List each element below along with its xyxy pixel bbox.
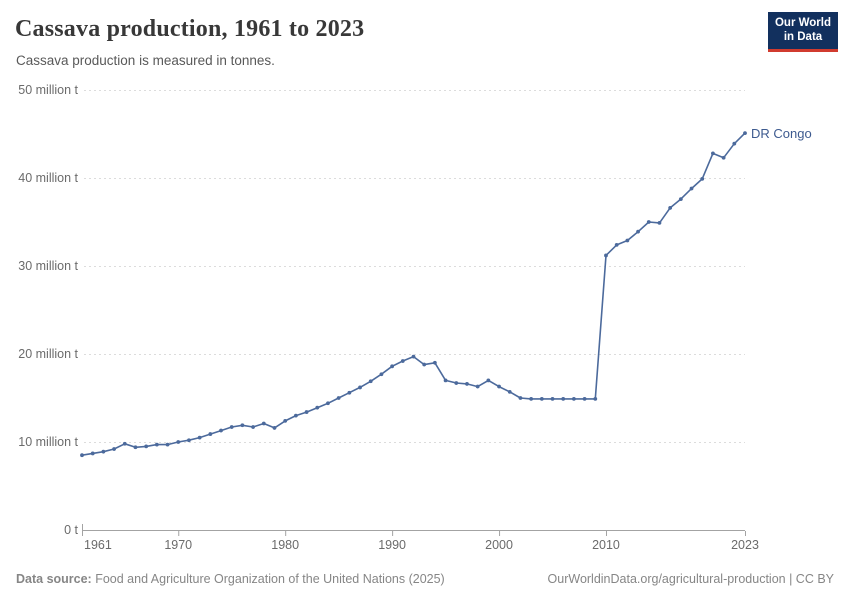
data-point (379, 372, 384, 377)
data-point (358, 385, 362, 390)
data-point (144, 444, 149, 449)
data-point (80, 453, 84, 458)
data-point (422, 362, 427, 367)
data-point (326, 401, 330, 406)
data-point (368, 379, 373, 384)
data-point (657, 220, 662, 225)
data-source-label: Data source: (16, 572, 92, 586)
data-point (711, 151, 715, 156)
data-point (122, 441, 127, 446)
data-point (336, 396, 341, 400)
data-point (518, 396, 523, 400)
data-point (721, 155, 726, 160)
data-point (154, 442, 159, 447)
logo-line-1: Our World (774, 16, 831, 29)
data-point (507, 389, 512, 394)
data-point (240, 423, 245, 428)
data-point (176, 440, 181, 444)
data-point (475, 384, 480, 389)
data-point (411, 354, 416, 359)
data-point (465, 382, 469, 386)
data-point (208, 432, 213, 436)
data-point (432, 360, 437, 365)
data-point (561, 396, 566, 401)
footer: Data source: Food and Agriculture Organi… (16, 572, 834, 586)
page-title: Cassava production, 1961 to 2023 (15, 16, 365, 42)
logo-line-2: in Data (783, 30, 823, 43)
data-point (443, 378, 448, 383)
data-point (646, 220, 651, 224)
data-point (550, 396, 555, 401)
data-point (582, 396, 587, 401)
data-point (390, 364, 395, 369)
data-point (229, 425, 234, 429)
data-point (539, 396, 544, 401)
data-source-line: Data source: Food and Agriculture Organi… (16, 572, 445, 586)
data-point (454, 381, 459, 385)
data-point (272, 426, 277, 430)
data-point (283, 418, 288, 423)
data-source-text: Food and Agriculture Organization of the… (91, 572, 445, 586)
data-point (293, 413, 298, 418)
data-point (187, 438, 191, 443)
data-point (529, 396, 534, 401)
data-point (497, 384, 501, 389)
data-point (743, 131, 747, 136)
data-point (101, 449, 106, 454)
data-point (90, 451, 95, 456)
data-point (400, 359, 405, 363)
data-point (636, 229, 640, 234)
page-subtitle: Cassava production is measured in tonnes… (16, 53, 275, 68)
data-point (593, 396, 598, 401)
data-point (689, 186, 694, 191)
data-point (315, 405, 320, 410)
data-point (251, 425, 255, 429)
data-point (732, 141, 737, 146)
data-line (81, 132, 746, 457)
data-point (197, 435, 202, 440)
data-point (604, 253, 608, 258)
data-point (625, 238, 630, 243)
data-point (572, 396, 576, 401)
data-point (112, 447, 116, 451)
owid-logo[interactable]: Our World in Data (768, 12, 838, 52)
data-point (347, 390, 352, 395)
data-point (700, 176, 705, 181)
data-point (486, 378, 491, 383)
data-point (668, 206, 673, 210)
data-point (678, 197, 683, 202)
data-point (165, 442, 170, 447)
data-point (219, 428, 223, 433)
data-point (261, 421, 266, 426)
footer-credit-link[interactable]: OurWorldinData.org/agricultural-producti… (547, 572, 834, 586)
data-point (614, 242, 619, 247)
data-point (133, 445, 138, 450)
data-point (304, 410, 309, 414)
